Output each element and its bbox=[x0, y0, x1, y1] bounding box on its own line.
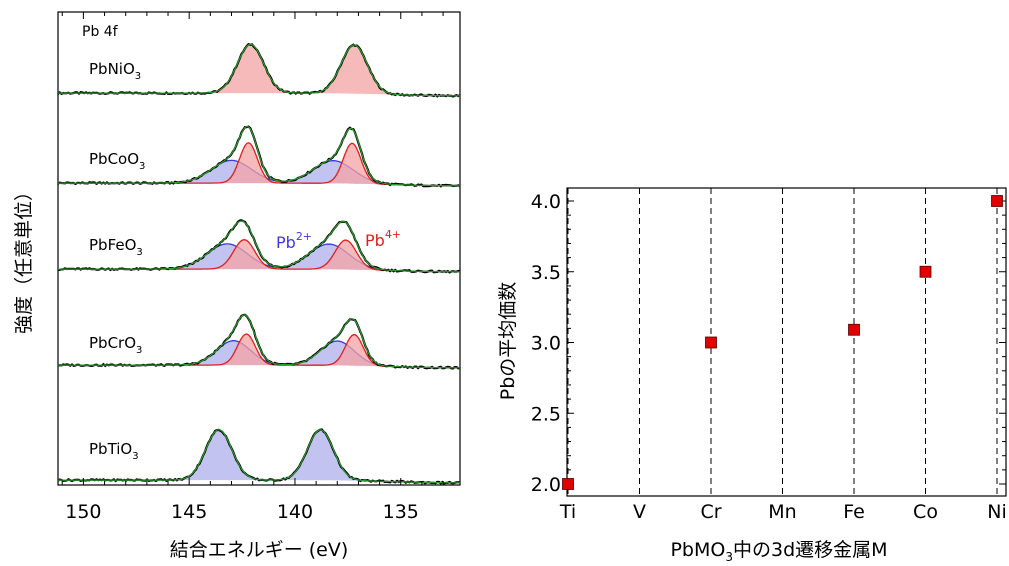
xps-sample-label-base: PbTiO bbox=[89, 440, 132, 458]
valence-x-tick-label-Ti: Ti bbox=[559, 501, 576, 523]
xps-sample-label-PbFeO3: PbFeO3 bbox=[89, 236, 143, 258]
xps-sample-label-sub: 3 bbox=[132, 451, 138, 462]
valence-vertical-dashed-lines bbox=[567, 188, 998, 496]
xps-sample-label-base: PbCoO bbox=[89, 150, 139, 168]
valence-x-tick-label-V: V bbox=[633, 501, 646, 523]
valence-point-Fe bbox=[848, 323, 860, 336]
valence-x-tick-label-Mn: Mn bbox=[768, 501, 796, 523]
valence-y-tick-label: 3.5 bbox=[531, 262, 561, 284]
pb4-component-label: Pb4+ bbox=[365, 228, 401, 250]
valence-y-tick-label: 2.5 bbox=[531, 403, 561, 425]
valence-x-tick-label-Fe: Fe bbox=[843, 501, 865, 523]
valence-chart: 2.0 2.5 3.0 3.5 4.0 Ti V Cr Mn Fe Co Ni PbMO3中の3d遷… bbox=[497, 187, 1007, 564]
xps-x-tick-label: 135 bbox=[383, 501, 419, 523]
xps-spectrum-PbTiO3: PbTiO3 bbox=[57, 428, 460, 485]
pb2-label-sup: 2+ bbox=[296, 230, 312, 243]
xps-sample-label-sub: 3 bbox=[136, 345, 142, 356]
xps-sample-label-sub: 3 bbox=[135, 71, 141, 82]
valence-points-group bbox=[562, 195, 1003, 490]
xps-sample-label-PbCoO3: PbCoO3 bbox=[89, 150, 145, 172]
xps-sample-label-sub: 3 bbox=[139, 161, 145, 172]
xps-pb4-fill-PbNiO3 bbox=[58, 44, 460, 96]
valence-y-axis: 2.0 2.5 3.0 3.5 4.0 bbox=[531, 191, 1006, 496]
xps-sample-label-base: PbFeO bbox=[89, 236, 136, 254]
pb2-label-base: Pb bbox=[276, 233, 296, 252]
xps-x-axis-title: 結合エネルギー (eV) bbox=[170, 539, 349, 561]
valence-x-title-post: 中の3d遷移金属M bbox=[733, 539, 888, 561]
xps-spectrum-PbCrO3: PbCrO3 bbox=[57, 313, 461, 370]
xps-total-fit-PbNiO3 bbox=[58, 43, 460, 97]
xps-panel-label: Pb 4f bbox=[82, 24, 119, 40]
valence-point-Ni bbox=[991, 195, 1003, 207]
valence-x-tick-label-Ni: Ni bbox=[987, 501, 1007, 523]
valence-x-tick-label-Cr: Cr bbox=[700, 501, 721, 523]
xps-y-axis-title: 強度（任意単位） bbox=[13, 182, 35, 334]
valence-y-axis-title: Pbの平均価数 bbox=[497, 282, 519, 401]
valence-point-Cr bbox=[705, 336, 717, 349]
valence-point-Co bbox=[919, 265, 932, 278]
valence-y-tick-label: 4.0 bbox=[531, 191, 561, 213]
pb2-component-label: Pb2+ bbox=[276, 230, 312, 252]
xps-total-fit-PbTiO3 bbox=[58, 429, 460, 484]
xps-spectrum-PbCoO3: PbCoO3 bbox=[57, 125, 461, 188]
xps-sample-label-base: PbCrO bbox=[89, 334, 136, 352]
xps-sample-label-sub: 3 bbox=[136, 247, 142, 258]
valence-y-tick-label: 3.0 bbox=[531, 333, 561, 355]
valence-x-tick-label-Co: Co bbox=[913, 501, 938, 523]
xps-total-fit-PbCoO3 bbox=[58, 125, 460, 187]
xps-sample-label-PbCrO3: PbCrO3 bbox=[89, 334, 142, 356]
xps-total-fit-PbCrO3 bbox=[58, 314, 460, 369]
xps-x-tick-label: 145 bbox=[171, 501, 207, 523]
xps-x-tick-label: 140 bbox=[277, 501, 313, 523]
valence-x-axis: Ti V Cr Mn Fe Co Ni bbox=[559, 501, 1007, 523]
valence-x-title-sub: 3 bbox=[725, 550, 733, 564]
xps-spectrum-PbNiO3: PbNiO3 bbox=[57, 42, 461, 98]
valence-x-title-pre: PbMO bbox=[670, 539, 725, 561]
xps-spectrum-PbFeO3: PbFeO3 bbox=[57, 219, 461, 274]
xps-sample-label-base: PbNiO bbox=[89, 60, 135, 78]
valence-point-Ti bbox=[562, 478, 574, 490]
valence-plot-frame bbox=[566, 187, 1007, 497]
xps-sample-label-PbTiO3: PbTiO3 bbox=[89, 440, 139, 462]
xps-sample-label-PbNiO3: PbNiO3 bbox=[89, 60, 141, 82]
xps-pb4-fill-PbCrO3 bbox=[58, 334, 460, 368]
xps-pb4-fill-PbFeO3 bbox=[58, 239, 460, 272]
pb4-label-sup: 4+ bbox=[385, 228, 401, 241]
xps-x-tick-label: 150 bbox=[65, 501, 101, 523]
valence-x-axis-title: PbMO3中の3d遷移金属M bbox=[670, 539, 887, 564]
xps-total-fit-PbFeO3 bbox=[58, 220, 460, 273]
valence-y-tick-label: 2.0 bbox=[531, 474, 561, 496]
xps-plot-frame bbox=[57, 11, 461, 486]
xps-x-axis: 150 145 140 135 bbox=[61, 12, 444, 523]
pb4-label-base: Pb bbox=[365, 231, 385, 250]
